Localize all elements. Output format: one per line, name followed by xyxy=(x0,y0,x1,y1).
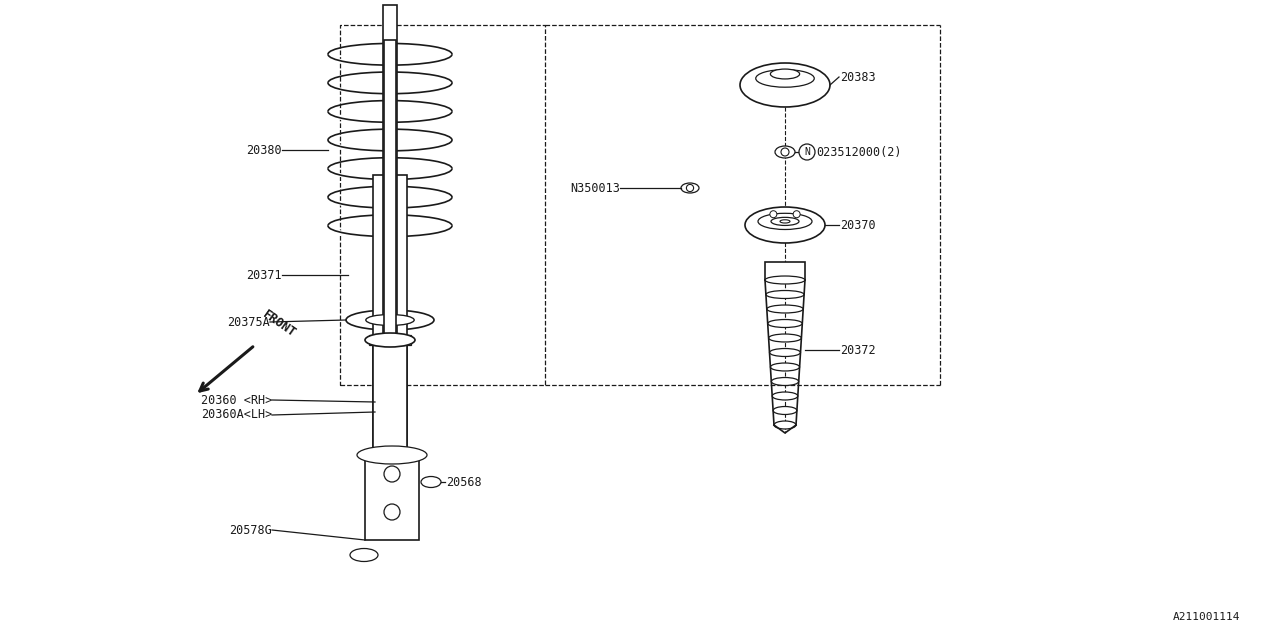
Ellipse shape xyxy=(774,146,795,158)
Ellipse shape xyxy=(771,69,800,79)
Ellipse shape xyxy=(681,183,699,193)
Ellipse shape xyxy=(771,363,800,371)
Text: N350013: N350013 xyxy=(570,182,620,195)
Ellipse shape xyxy=(346,310,434,330)
Text: 20568: 20568 xyxy=(445,476,481,488)
Circle shape xyxy=(794,211,800,218)
Ellipse shape xyxy=(768,319,803,328)
Text: 20578G: 20578G xyxy=(229,524,273,536)
Ellipse shape xyxy=(767,305,804,313)
Text: 20370: 20370 xyxy=(840,218,876,232)
Bar xyxy=(372,175,407,455)
Ellipse shape xyxy=(380,266,399,271)
Text: 20372: 20372 xyxy=(840,344,876,356)
Ellipse shape xyxy=(421,477,442,488)
Bar xyxy=(369,335,411,345)
Ellipse shape xyxy=(366,314,415,326)
Ellipse shape xyxy=(758,213,812,230)
Bar xyxy=(365,455,419,540)
Bar xyxy=(383,5,397,340)
Ellipse shape xyxy=(740,63,829,107)
Text: 20360A<LH>: 20360A<LH> xyxy=(201,408,273,422)
Ellipse shape xyxy=(755,70,814,87)
Circle shape xyxy=(799,144,815,160)
Circle shape xyxy=(769,211,777,218)
Text: 20360 <RH>: 20360 <RH> xyxy=(201,394,273,406)
Bar xyxy=(372,340,407,450)
Ellipse shape xyxy=(780,220,790,223)
Circle shape xyxy=(384,504,401,520)
Ellipse shape xyxy=(379,253,401,259)
Text: 20371: 20371 xyxy=(246,269,282,282)
Ellipse shape xyxy=(381,279,398,284)
Ellipse shape xyxy=(768,334,801,342)
Circle shape xyxy=(384,466,401,482)
Ellipse shape xyxy=(349,548,378,561)
Text: 20375A: 20375A xyxy=(228,316,270,328)
Ellipse shape xyxy=(357,446,428,464)
Ellipse shape xyxy=(383,291,398,296)
Ellipse shape xyxy=(365,333,415,347)
Ellipse shape xyxy=(765,291,804,298)
Text: 20380: 20380 xyxy=(246,143,282,157)
Text: 20383: 20383 xyxy=(840,70,876,83)
Text: 023512000(2): 023512000(2) xyxy=(817,145,901,159)
Bar xyxy=(765,262,805,280)
Ellipse shape xyxy=(773,406,797,415)
Bar xyxy=(384,40,396,340)
Ellipse shape xyxy=(772,392,797,400)
Ellipse shape xyxy=(765,276,805,284)
Text: A211001114: A211001114 xyxy=(1172,612,1240,622)
Text: N: N xyxy=(804,147,810,157)
Ellipse shape xyxy=(769,349,800,356)
Text: FRONT: FRONT xyxy=(260,308,298,340)
Ellipse shape xyxy=(745,207,826,243)
Ellipse shape xyxy=(774,421,796,429)
Ellipse shape xyxy=(772,378,799,385)
Ellipse shape xyxy=(771,218,799,225)
